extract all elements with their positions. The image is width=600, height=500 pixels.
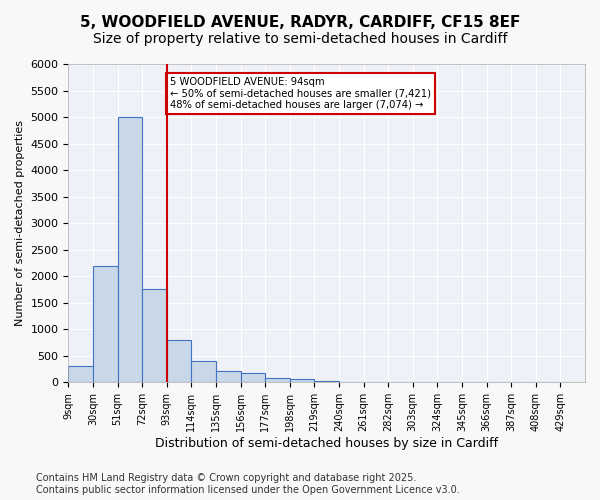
Bar <box>191 361 216 382</box>
Y-axis label: Number of semi-detached properties: Number of semi-detached properties <box>15 120 25 326</box>
Bar <box>93 266 118 382</box>
Text: 5, WOODFIELD AVENUE, RADYR, CARDIFF, CF15 8EF: 5, WOODFIELD AVENUE, RADYR, CARDIFF, CF1… <box>80 15 520 30</box>
Bar <box>142 290 167 382</box>
Text: Contains HM Land Registry data © Crown copyright and database right 2025.
Contai: Contains HM Land Registry data © Crown c… <box>36 474 460 495</box>
Bar <box>290 379 314 382</box>
Text: 5 WOODFIELD AVENUE: 94sqm
← 50% of semi-detached houses are smaller (7,421)
48% : 5 WOODFIELD AVENUE: 94sqm ← 50% of semi-… <box>170 78 431 110</box>
Bar <box>118 117 142 382</box>
Bar <box>265 378 290 382</box>
Bar <box>314 381 339 382</box>
Bar <box>216 370 241 382</box>
Bar <box>68 366 93 382</box>
Bar <box>241 374 265 382</box>
X-axis label: Distribution of semi-detached houses by size in Cardiff: Distribution of semi-detached houses by … <box>155 437 498 450</box>
Text: Size of property relative to semi-detached houses in Cardiff: Size of property relative to semi-detach… <box>93 32 507 46</box>
Bar <box>167 340 191 382</box>
